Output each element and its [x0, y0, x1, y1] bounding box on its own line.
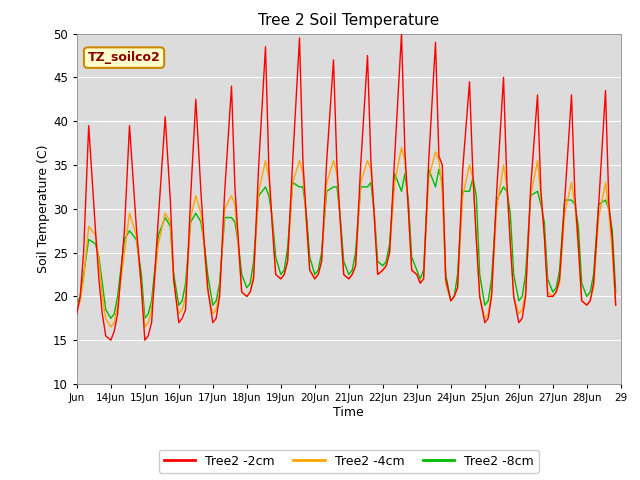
Y-axis label: Soil Temperature (C): Soil Temperature (C) — [37, 144, 50, 273]
Title: Tree 2 Soil Temperature: Tree 2 Soil Temperature — [258, 13, 440, 28]
X-axis label: Time: Time — [333, 406, 364, 419]
Legend: Tree2 -2cm, Tree2 -4cm, Tree2 -8cm: Tree2 -2cm, Tree2 -4cm, Tree2 -8cm — [159, 450, 539, 473]
Text: TZ_soilco2: TZ_soilco2 — [88, 51, 161, 64]
